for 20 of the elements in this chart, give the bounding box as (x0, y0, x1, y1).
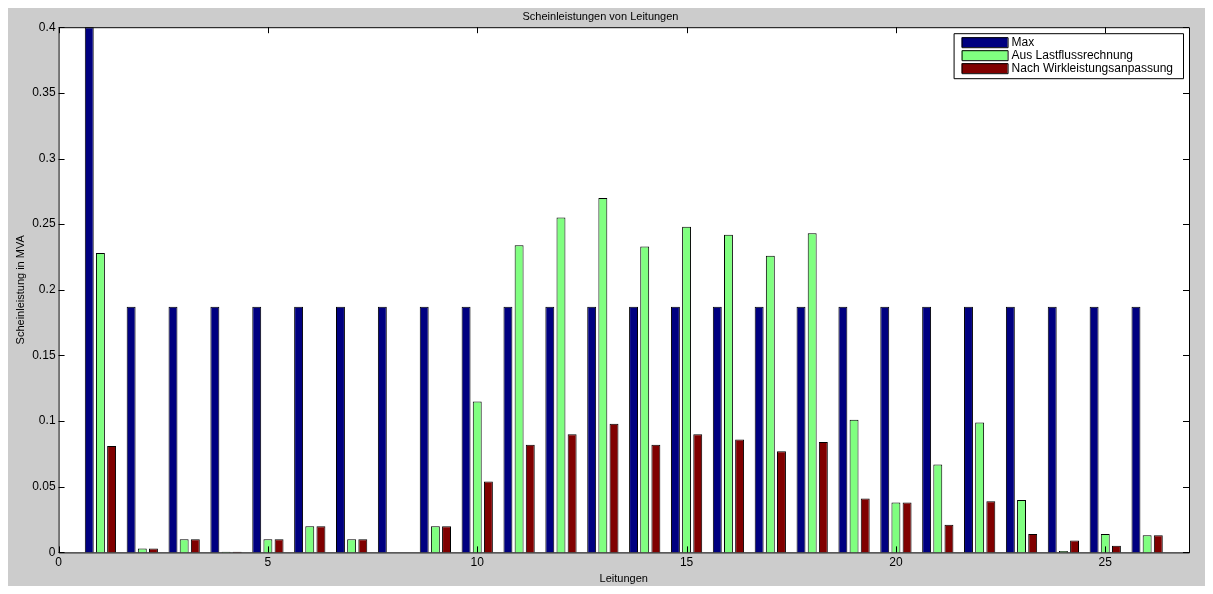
legend-label: Max (1011, 35, 1035, 50)
y-tick-label: 0.1 (38, 413, 56, 428)
x-axis-title: Leitungen (599, 572, 648, 585)
chart-title: Scheinleistungen von Leitungen (522, 9, 679, 22)
y-axis-title: Scheinleistung in MVA (13, 234, 26, 345)
y-tick-label: 0.25 (32, 216, 56, 231)
y-tick-label: 0 (48, 544, 56, 559)
y-tick-label: 0.05 (32, 479, 56, 494)
legend-label: Nach Wirkleistungsanpassung (1011, 61, 1174, 76)
x-tick-label: 15 (679, 554, 694, 569)
x-tick-label: 5 (264, 554, 272, 569)
y-tick-label: 0.4 (38, 19, 56, 34)
y-tick-label: 0.3 (38, 150, 56, 165)
x-tick-label: 10 (470, 554, 485, 569)
legend-label: Aus Lastflussrechnung (1011, 48, 1133, 63)
y-tick-label: 0.2 (38, 282, 56, 297)
x-tick-label: 25 (1098, 554, 1113, 569)
y-tick-label: 0.15 (32, 347, 56, 362)
y-tick-label: 0.35 (32, 85, 56, 100)
x-tick-label: 20 (889, 554, 903, 569)
